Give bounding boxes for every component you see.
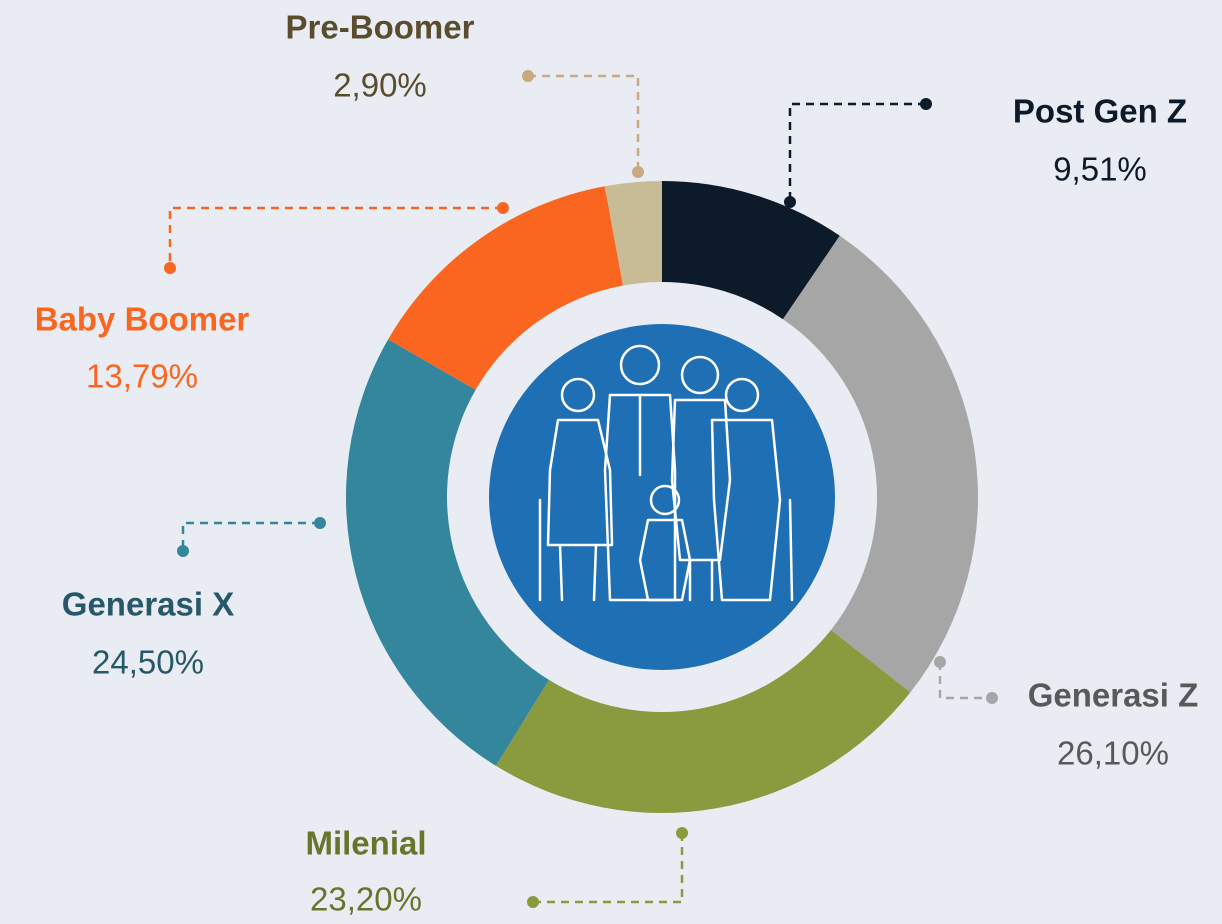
- connector-dot: [632, 166, 644, 178]
- value-label: 9,51%: [1053, 151, 1147, 188]
- connector-dot: [920, 98, 932, 110]
- category-label: Baby Boomer: [35, 301, 250, 338]
- category-label: Milenial: [305, 825, 426, 862]
- donut: [345, 181, 978, 813]
- connector: [788, 102, 926, 202]
- connector-dot: [497, 202, 509, 214]
- category-label: Pre-Boomer: [286, 9, 475, 46]
- category-label: Generasi Z: [1028, 677, 1199, 714]
- donut-segment: [604, 181, 662, 286]
- connector-dot: [314, 517, 326, 529]
- category-label: Generasi X: [62, 586, 234, 623]
- category-label: Post Gen Z: [1013, 93, 1187, 130]
- donut-segment: [782, 235, 978, 693]
- connector: [528, 74, 640, 172]
- connector-dot: [177, 545, 189, 557]
- value-label: 2,90%: [333, 67, 427, 104]
- value-label: 26,10%: [1057, 735, 1169, 772]
- connector-dot: [164, 262, 176, 274]
- connector-dot: [527, 896, 539, 908]
- donut-segment: [388, 186, 624, 390]
- connector: [533, 833, 684, 904]
- connector-dot: [522, 70, 534, 82]
- value-label: 13,79%: [86, 358, 198, 395]
- value-label: 23,20%: [310, 881, 422, 918]
- connector-dot: [676, 827, 688, 839]
- donut-segment: [662, 181, 840, 320]
- connector-dot: [986, 692, 998, 704]
- family-icon: [538, 344, 794, 602]
- donut-segment: [345, 339, 549, 766]
- center-circle: [489, 324, 835, 670]
- connector-dot: [934, 656, 946, 668]
- connector-dot: [784, 196, 796, 208]
- connector: [938, 662, 992, 700]
- connector: [181, 521, 320, 551]
- donut-segment: [495, 629, 911, 813]
- value-label: 24,50%: [92, 644, 204, 681]
